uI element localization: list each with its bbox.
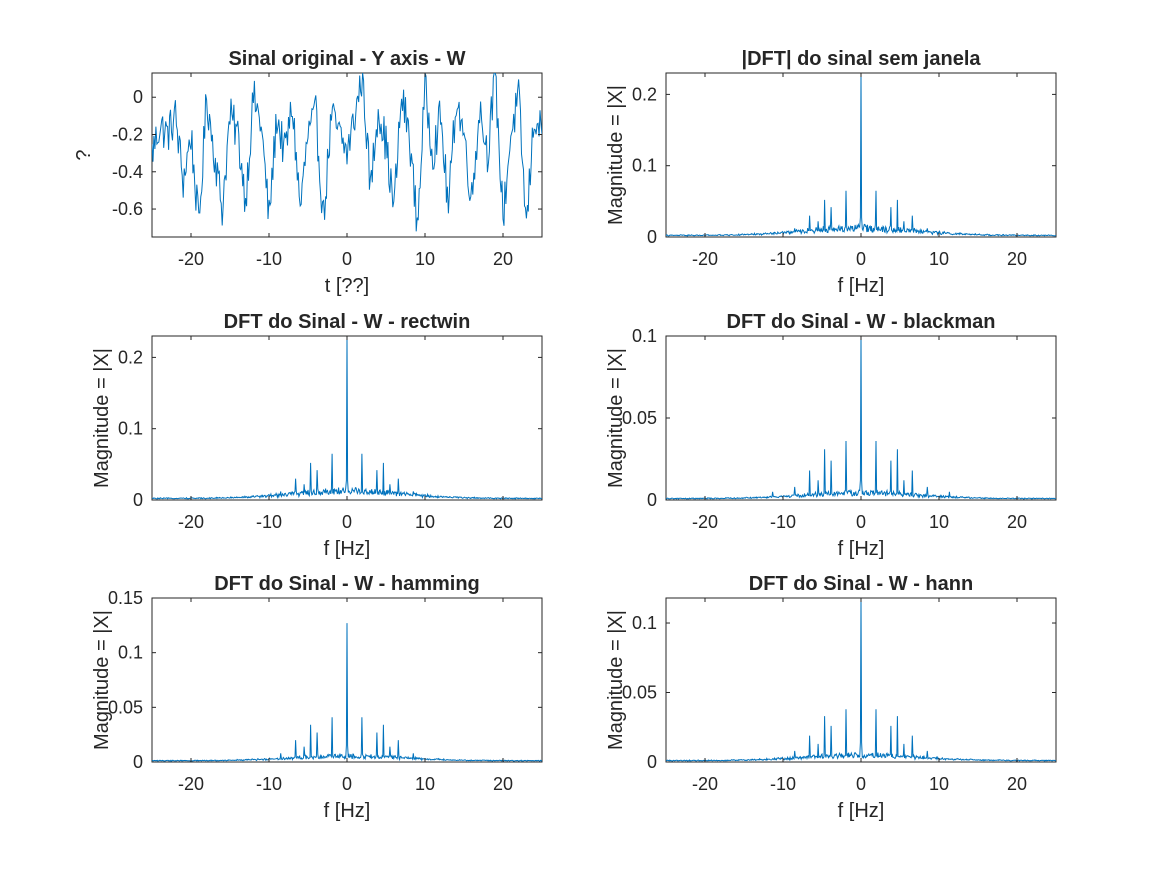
x-tick-label: 10 — [929, 249, 949, 269]
series-line — [152, 623, 542, 762]
x-tick-label: 0 — [856, 774, 866, 794]
y-axis-label: Magnitude = |X| — [91, 610, 113, 750]
subplot-3: -20 -10 0 10 20 0 0.1 0.2 DFT do Sinal - W - rec… — [91, 311, 543, 560]
subplot-5: -20 -10 0 10 20 0 0.05 0.1 0.15 DFT do Sinal - W … — [91, 573, 543, 822]
x-tick-label: -20 — [692, 774, 718, 794]
x-tick-label: 20 — [493, 512, 513, 532]
x-tick-label: 20 — [1007, 774, 1027, 794]
y-tick-label: 0.05 — [622, 408, 657, 428]
x-tick-label: 10 — [929, 512, 949, 532]
x-axis-label: f [Hz] — [324, 800, 371, 822]
x-tick-label: 10 — [415, 249, 435, 269]
series-line — [152, 73, 542, 232]
y-tick-label: 0.1 — [632, 613, 657, 633]
subplot-2: -20 -10 0 10 20 0 0.1 0.2 |DFT| do sinal sem jan… — [605, 48, 1057, 297]
y-tick-label: 0.2 — [118, 347, 143, 367]
x-tick-label: -20 — [692, 512, 718, 532]
x-axis-label: f [Hz] — [324, 538, 371, 560]
y-tick-label: 0 — [133, 490, 143, 510]
y-tick-label: 0 — [647, 490, 657, 510]
y-tick-label: 0 — [133, 87, 143, 107]
y-axis-label: Magnitude = |X| — [605, 85, 627, 225]
series-line — [666, 336, 1056, 500]
y-tick-label: 0 — [133, 752, 143, 772]
x-tick-label: 0 — [856, 512, 866, 532]
subplot-1: -20 -10 0 10 20 0 -0.2 -0.4 -0.6 Sinal original -… — [73, 48, 543, 297]
x-tick-label: 10 — [415, 512, 435, 532]
x-tick-label: 0 — [342, 512, 352, 532]
x-tick-label: 0 — [342, 774, 352, 794]
y-tick-label: 0.1 — [632, 326, 657, 346]
x-tick-label: -20 — [178, 774, 204, 794]
x-tick-label: 0 — [342, 249, 352, 269]
subplot-title: DFT do Sinal - W - rectwin — [224, 311, 471, 333]
y-tick-label: -0.6 — [112, 199, 143, 219]
x-axis-label: f [Hz] — [838, 538, 885, 560]
subplot-title: DFT do Sinal - W - blackman — [727, 311, 996, 333]
x-axis-label: t [??] — [325, 275, 369, 297]
y-axis-label: Magnitude = |X| — [91, 348, 113, 488]
y-axis-label: Magnitude = |X| — [605, 348, 627, 488]
y-tick-label: 0 — [647, 227, 657, 247]
x-tick-label: 0 — [856, 249, 866, 269]
y-axis-label: Magnitude = |X| — [605, 610, 627, 750]
y-tick-label: 0 — [647, 752, 657, 772]
x-tick-label: 10 — [929, 774, 949, 794]
x-tick-label: -10 — [256, 774, 282, 794]
subplot-6: -20 -10 0 10 20 0 0.05 0.1 DFT do Sinal - W - ha… — [605, 573, 1057, 822]
y-tick-label: 0.05 — [108, 697, 143, 717]
subplot-title: Sinal original - Y axis - W — [228, 48, 465, 70]
subplot-title: DFT do Sinal - W - hamming — [214, 573, 480, 595]
x-tick-label: -20 — [178, 249, 204, 269]
subplot-title: |DFT| do sinal sem janela — [741, 48, 981, 70]
series-line — [666, 598, 1056, 762]
y-tick-label: -0.2 — [112, 125, 143, 145]
subplot-4: -20 -10 0 10 20 0 0.05 0.1 DFT do Sinal - W - bl… — [605, 311, 1057, 560]
series-line — [152, 336, 542, 500]
y-tick-label: 0.05 — [622, 683, 657, 703]
x-tick-label: -10 — [770, 774, 796, 794]
x-axis-label: f [Hz] — [838, 275, 885, 297]
x-tick-label: -10 — [770, 512, 796, 532]
x-tick-label: 20 — [1007, 512, 1027, 532]
x-tick-label: -20 — [178, 512, 204, 532]
y-tick-label: 0.15 — [108, 588, 143, 608]
y-tick-label: 0.2 — [632, 84, 657, 104]
y-axis-label: ? — [73, 149, 95, 160]
x-tick-label: -20 — [692, 249, 718, 269]
subplot-title: DFT do Sinal - W - hann — [749, 573, 973, 595]
x-axis-label: f [Hz] — [838, 800, 885, 822]
x-tick-label: -10 — [256, 249, 282, 269]
x-tick-label: 20 — [493, 249, 513, 269]
series-line — [666, 73, 1056, 237]
y-tick-label: 0.1 — [118, 419, 143, 439]
x-tick-label: 20 — [493, 774, 513, 794]
x-tick-label: -10 — [256, 512, 282, 532]
x-tick-label: -10 — [770, 249, 796, 269]
y-tick-label: 0.1 — [118, 643, 143, 663]
x-tick-label: 20 — [1007, 249, 1027, 269]
y-tick-label: -0.4 — [112, 162, 143, 182]
y-tick-label: 0.1 — [632, 156, 657, 176]
x-tick-label: 10 — [415, 774, 435, 794]
